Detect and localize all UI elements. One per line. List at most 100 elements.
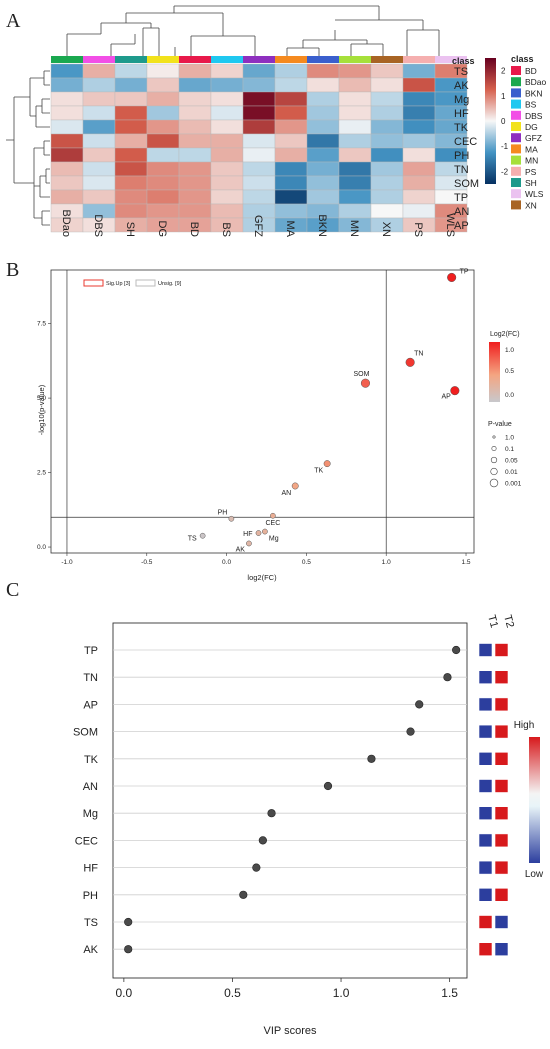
heatmap-cell [338, 161, 372, 177]
class-bar-cell [243, 56, 275, 63]
heatmap-cell [402, 105, 436, 121]
vip-category-label: TP [84, 645, 98, 657]
class-legend-swatch [511, 99, 521, 109]
heatmap-cell [50, 105, 84, 121]
class-row-label: class [452, 56, 475, 66]
volcano-point [246, 540, 252, 547]
heatmap-cell [370, 119, 404, 135]
heatmap-cell [402, 161, 436, 177]
heatmap-cell [210, 175, 244, 191]
vip-colorbar: High Low [514, 720, 544, 880]
heatmap-cell [370, 133, 404, 149]
heatmap-cell [242, 161, 276, 177]
heatmap-colorbar-tick: 0 [501, 117, 506, 126]
volcano-point [255, 530, 262, 536]
vip-group-cell [478, 887, 493, 902]
vip-group-cell [478, 942, 493, 957]
heatmap-cell [210, 91, 244, 107]
volcano-ytick-label: 0.0 [37, 544, 46, 551]
vip-group-cell [494, 942, 509, 957]
class-legend-swatch [511, 88, 521, 98]
heatmap-cell [82, 175, 116, 191]
vip-point [239, 890, 248, 899]
heatmap-colorbar-gradient [485, 58, 496, 184]
vip-point [367, 754, 376, 763]
heatmap-col-label: PS [412, 222, 424, 237]
class-legend-swatch [511, 189, 521, 199]
heatmap: TS AK Mg HF TK CEC PH TN SOM TP AN AP BDao DBS SH DG BD B… [50, 56, 479, 238]
heatmap-cell [114, 147, 148, 163]
heatmap-cell [178, 175, 212, 191]
heatmap-colorbar-tick: -1 [501, 142, 509, 151]
heatmap-row-label: TP [454, 192, 468, 204]
heatmap-cell [274, 203, 308, 219]
vip-plot-area [112, 622, 468, 979]
heatmap-cell [114, 105, 148, 121]
heatmap-cell [338, 91, 372, 107]
heatmap-cell [146, 175, 180, 191]
heatmap-cell [338, 203, 372, 219]
heatmap-cell [338, 105, 372, 121]
class-bar-cell [371, 56, 403, 63]
heatmap-cell [370, 203, 404, 219]
vip-group-cell [478, 670, 493, 685]
heatmap-cell [274, 133, 308, 149]
heatmap-cell [146, 189, 180, 205]
vip-category-label: AP [83, 699, 98, 711]
heatmap-cell [146, 119, 180, 135]
vip-group-label: T2 [501, 614, 516, 630]
vip-xlabel: VIP scores [264, 1025, 317, 1037]
vip-category-label: TN [83, 672, 98, 684]
heatmap-cell [306, 161, 340, 177]
class-legend-label: GFZ [525, 133, 542, 143]
heatmap-cell [178, 147, 212, 163]
volcano-point-label: TN [414, 350, 423, 357]
volcano-xtick-label: 0.0 [222, 559, 231, 566]
vip-group-cell [478, 806, 493, 821]
heatmap-cell [242, 91, 276, 107]
vip-group-cell [494, 751, 509, 766]
class-legend-label: WLS [525, 189, 544, 199]
heatmap-col-label: DG [156, 221, 168, 238]
class-bar-cell [275, 56, 307, 63]
heatmap-cell [338, 147, 372, 163]
pvalue-legend-label: 1.0 [505, 435, 514, 442]
vip-group-cell [494, 833, 509, 848]
heatmap-cell [114, 175, 148, 191]
heatmap-cell [82, 119, 116, 135]
heatmap-cell [338, 63, 372, 79]
heatmap-cell [178, 133, 212, 149]
pvalue-legend-label: 0.01 [505, 469, 518, 476]
pvalue-legend-label: 0.1 [505, 446, 514, 453]
vip-point [415, 700, 424, 709]
volcano-point-label: TP [460, 268, 469, 275]
vip-category-label: SOM [73, 727, 98, 739]
vip-point [452, 645, 461, 655]
heatmap-cell [178, 91, 212, 107]
class-bar-cell [51, 56, 83, 63]
heatmap-cell [50, 161, 84, 177]
row-dendrogram [6, 70, 50, 226]
vip-category-label: TK [84, 754, 99, 766]
heatmap-cell [114, 161, 148, 177]
vip-colorbar-gradient [529, 737, 540, 863]
heatmap-cell [338, 119, 372, 135]
sig-up-legend-label: Sig.Up [3] [106, 281, 131, 287]
heatmap-cell [50, 175, 84, 191]
vip-point [443, 673, 452, 682]
heatmap-cell [114, 91, 148, 107]
vip-group-cell [478, 779, 493, 793]
class-bar-cell [435, 56, 467, 63]
heatmap-row-label: PH [454, 150, 469, 162]
vip-group-cell [478, 833, 493, 848]
volcano-point-label: SOM [353, 371, 369, 378]
class-bar-cell [307, 56, 339, 63]
heatmap-cell [306, 189, 340, 205]
heatmap-cell [146, 161, 180, 177]
volcano-point [447, 272, 457, 282]
heatmap-cell [242, 189, 276, 205]
heatmap-cell [50, 119, 84, 135]
class-legend-swatch [511, 155, 521, 165]
volcano-point-label: CEC [265, 520, 280, 527]
heatmap-col-label: SH [124, 222, 136, 237]
